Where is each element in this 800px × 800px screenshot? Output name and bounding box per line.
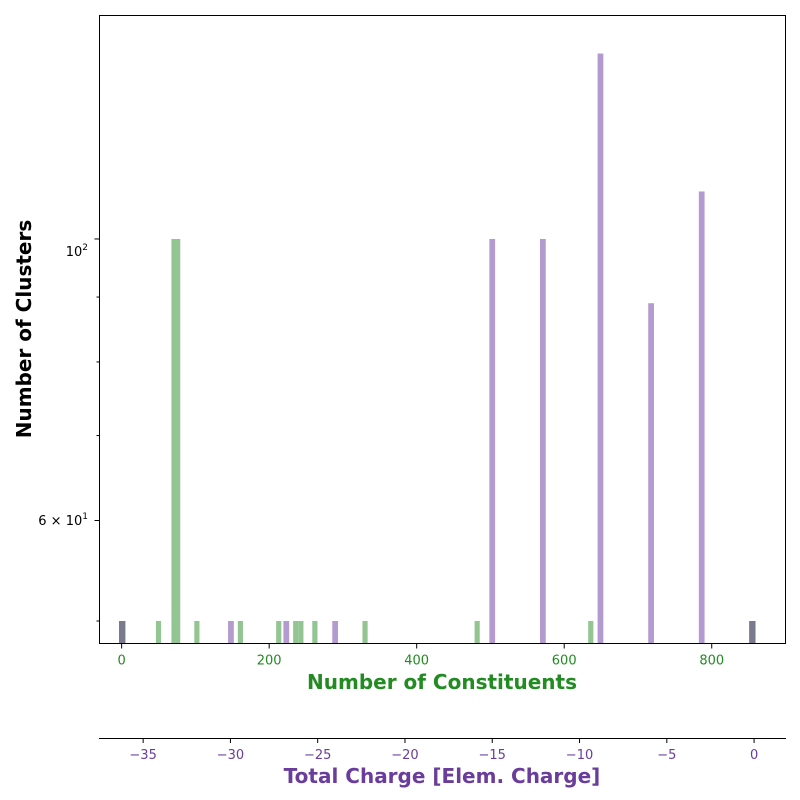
x-primary-tick-label: 200 xyxy=(257,654,282,669)
constituents-bar xyxy=(276,621,282,644)
y-ticks xyxy=(94,238,100,622)
charge-bar xyxy=(283,621,290,644)
x-secondary-tick-label: −25 xyxy=(304,748,331,763)
charge-bar xyxy=(489,238,496,644)
constituents-bar xyxy=(298,621,304,644)
constituents-bar xyxy=(588,621,594,644)
constituents-bar xyxy=(362,621,368,644)
y-tick-label-100: 102 xyxy=(66,243,88,260)
charge-bar xyxy=(539,238,546,644)
constituents-bar xyxy=(171,238,177,644)
x-primary-tick-label: 600 xyxy=(552,654,577,669)
constituents-bar xyxy=(293,621,299,644)
charge-bar xyxy=(648,303,654,644)
constituents-bar xyxy=(237,621,243,644)
x-primary-tick-label: 800 xyxy=(699,654,724,669)
x-primary-tick-label: 0 xyxy=(117,654,125,669)
overlap-bar xyxy=(749,621,756,644)
charge-bar xyxy=(698,191,705,644)
y-tick-label-60: 6 × 101 xyxy=(38,512,88,529)
y-axis-title: Number of Clusters xyxy=(12,220,36,439)
x-secondary-axis-title: Total Charge [Elem. Charge] xyxy=(284,764,601,788)
x-secondary-tick-label: −30 xyxy=(217,748,244,763)
constituents-bar xyxy=(312,621,318,644)
x-primary-ticks: 0 200 400 600 800 xyxy=(117,643,724,669)
charge-bar xyxy=(228,621,234,644)
x-secondary-tick-label: −10 xyxy=(566,748,593,763)
constituents-bar xyxy=(474,621,480,644)
plot-frame xyxy=(99,15,786,644)
constituents-bar xyxy=(194,621,200,644)
charge-bar xyxy=(597,53,604,644)
overlap-bar xyxy=(118,621,126,644)
constituents-bar xyxy=(175,238,181,644)
x-secondary-tick-label: 0 xyxy=(750,748,758,763)
x-primary-tick-label: 400 xyxy=(404,654,429,669)
charge-bar xyxy=(332,621,339,644)
x-primary-axis-title: Number of Constituents xyxy=(307,670,577,694)
constituents-bar xyxy=(155,621,162,644)
x-secondary-ticks: −35 −30 −25 −20 −15 −10 −5 0 xyxy=(129,738,758,763)
x-secondary-tick-label: −5 xyxy=(657,748,676,763)
bars-group xyxy=(118,53,756,644)
x-secondary-tick-label: −20 xyxy=(391,748,418,763)
x-secondary-tick-label: −15 xyxy=(479,748,506,763)
x-secondary-tick-label: −35 xyxy=(129,748,156,763)
